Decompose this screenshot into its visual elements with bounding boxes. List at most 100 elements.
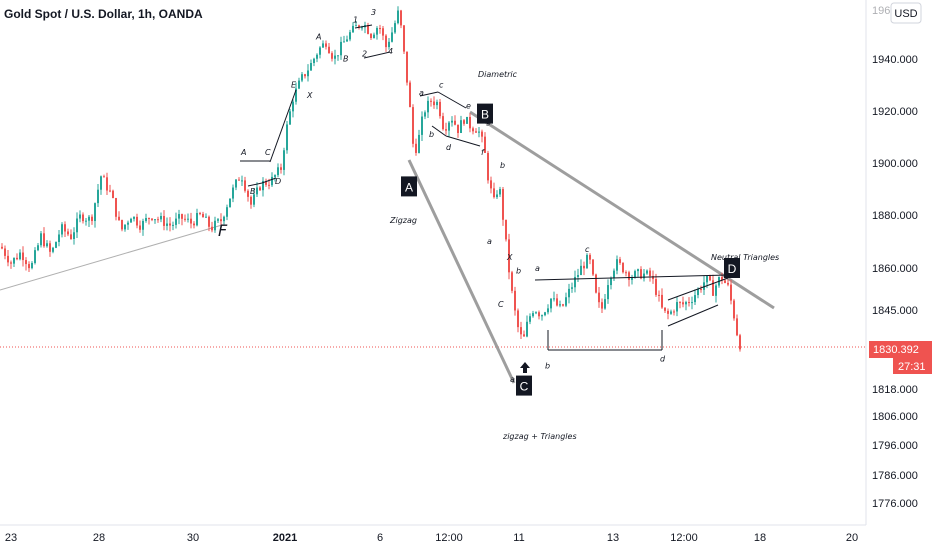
pattern-line: [247, 182, 263, 187]
candle: [520, 321, 522, 340]
candle: [460, 115, 462, 134]
point-label-box: A: [401, 176, 417, 197]
candle: [586, 253, 588, 269]
pattern-annotation: Diametric: [478, 70, 518, 79]
candle: [391, 27, 393, 43]
candle: [412, 104, 414, 148]
candle: [310, 59, 312, 71]
wave-label: b: [500, 161, 505, 170]
candle: [10, 260, 12, 269]
price-tick-label: 1818.000: [872, 384, 918, 396]
candle: [463, 118, 465, 126]
candle: [598, 286, 600, 308]
candle: [538, 310, 540, 320]
wave-label: A: [240, 148, 246, 157]
pattern-lines-layer: [240, 24, 729, 351]
candle: [292, 99, 294, 118]
candle: [559, 300, 561, 308]
candle: [739, 333, 741, 352]
candle: [136, 213, 138, 229]
candle: [670, 309, 672, 315]
candle: [625, 270, 627, 277]
candle: [58, 229, 60, 247]
time-axis[interactable]: 23 28 30 2021 6 12:00 11 13 12:00 18 20: [5, 532, 858, 544]
point-label-box: C: [516, 375, 532, 396]
candle: [565, 292, 567, 308]
price-tick-label: 1880.000: [872, 210, 918, 222]
candle: [4, 245, 6, 260]
candle: [37, 243, 39, 252]
wave-label: 3: [371, 8, 376, 17]
candle: [367, 22, 369, 35]
candle: [547, 304, 549, 315]
candle: [13, 257, 15, 267]
candle: [523, 330, 525, 337]
price-axis[interactable]: 1960.0001940.0001920.0001900.0001880.000…: [872, 5, 918, 510]
candle: [352, 22, 354, 34]
candle: [574, 270, 576, 293]
wave-label: b: [516, 267, 521, 276]
candle: [451, 116, 453, 127]
wave-label: a: [510, 375, 515, 384]
candle: [601, 298, 603, 313]
candle: [184, 214, 186, 222]
candle: [619, 256, 621, 265]
candle: [319, 46, 321, 59]
candle: [175, 212, 177, 229]
candle: [577, 268, 579, 283]
candle: [736, 314, 738, 337]
wave-label: F: [218, 221, 228, 240]
candle: [88, 214, 90, 228]
time-tick-label: 2021: [273, 532, 297, 544]
candle: [442, 112, 444, 131]
current-price-badge: 1830.392: [869, 341, 932, 358]
currency-button[interactable]: USD: [890, 2, 922, 24]
candle: [499, 186, 501, 197]
candle: [322, 40, 324, 49]
candle: [526, 315, 528, 338]
candle: [79, 210, 81, 223]
candle: [295, 82, 297, 105]
candle: [235, 178, 237, 191]
candle: [580, 259, 582, 276]
candle: [715, 283, 717, 303]
candle: [82, 212, 84, 224]
wave-label: D: [275, 177, 281, 186]
price-tick-label: 1776.000: [872, 498, 918, 510]
candle: [688, 297, 690, 307]
wave-label: C: [265, 148, 271, 157]
candle: [277, 163, 279, 178]
candle: [448, 120, 450, 137]
pattern-line: [445, 135, 481, 147]
candle: [160, 212, 162, 223]
countdown-label: 27:31: [898, 361, 926, 373]
candle: [496, 190, 498, 200]
candle: [106, 172, 108, 196]
candle: [304, 73, 306, 79]
price-tick-label: 1920.000: [872, 106, 918, 118]
candle: [364, 21, 366, 34]
candle: [628, 270, 630, 287]
pattern-line: [667, 277, 729, 301]
candle: [508, 233, 510, 280]
candle: [433, 96, 435, 109]
wave-label: c: [585, 245, 590, 254]
candle: [613, 268, 615, 281]
candle: [130, 217, 132, 223]
price-tick-label: 1900.000: [872, 158, 918, 170]
candle: [31, 261, 33, 270]
time-tick-label: 12:00: [670, 532, 698, 544]
candle: [202, 211, 204, 218]
candle: [511, 270, 513, 294]
candle: [607, 279, 609, 304]
pattern-line: [269, 89, 297, 163]
current-price-label: 1830.392: [873, 344, 919, 356]
candle: [622, 262, 624, 274]
candle: [346, 35, 348, 42]
candle: [484, 132, 486, 154]
trendlines-layer: [0, 110, 775, 384]
candle: [700, 285, 702, 293]
candle: [193, 221, 195, 229]
candle: [70, 229, 72, 240]
